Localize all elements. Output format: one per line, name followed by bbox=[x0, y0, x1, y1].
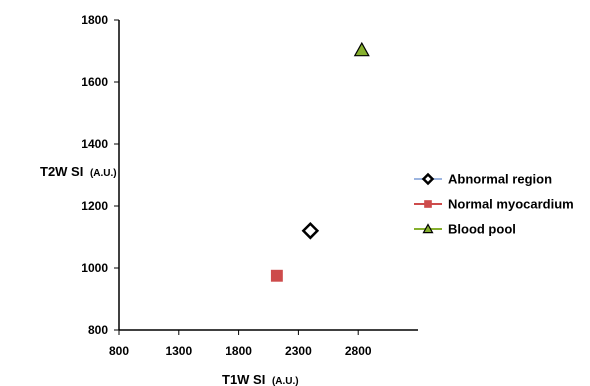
x-tick-label: 2800 bbox=[345, 344, 372, 358]
y-tick-label: 1000 bbox=[81, 261, 108, 275]
point-normal-myocardium bbox=[270, 269, 283, 282]
legend-label-blood-pool: Blood pool bbox=[448, 222, 516, 237]
point-abnormal-region bbox=[301, 222, 320, 240]
y-axis-title: T2W SI (A.U.) bbox=[40, 164, 117, 179]
legend-marker-normal-myocardium bbox=[424, 200, 432, 208]
y-tick-label: 1200 bbox=[81, 199, 108, 213]
legend-label-abnormal-region: Abnormal region bbox=[448, 172, 552, 187]
y-tick-label: 1600 bbox=[81, 75, 108, 89]
axes bbox=[114, 19, 418, 335]
y-tick-labels: 800 1000 1200 1400 1600 1800 bbox=[81, 13, 108, 337]
y-tick-label: 1800 bbox=[81, 13, 108, 27]
legend: Abnormal region Normal myocardium Blood po… bbox=[414, 172, 574, 237]
x-tick-labels: 800 1300 1800 2300 2800 bbox=[109, 344, 372, 358]
x-tick-label: 1800 bbox=[225, 344, 252, 358]
x-tick-label: 2300 bbox=[285, 344, 312, 358]
legend-label-normal-myocardium: Normal myocardium bbox=[448, 197, 574, 212]
data-points bbox=[270, 41, 370, 282]
y-tick-label: 800 bbox=[88, 323, 108, 337]
y-tick-label: 1400 bbox=[81, 137, 108, 151]
x-axis-title: T1W SI (A.U.) bbox=[222, 372, 299, 386]
legend-marker-abnormal-region bbox=[421, 172, 435, 186]
x-tick-label: 1300 bbox=[165, 344, 192, 358]
x-tick-label: 800 bbox=[109, 344, 129, 358]
legend-marker-blood-pool bbox=[422, 223, 434, 234]
point-blood-pool bbox=[353, 41, 370, 57]
